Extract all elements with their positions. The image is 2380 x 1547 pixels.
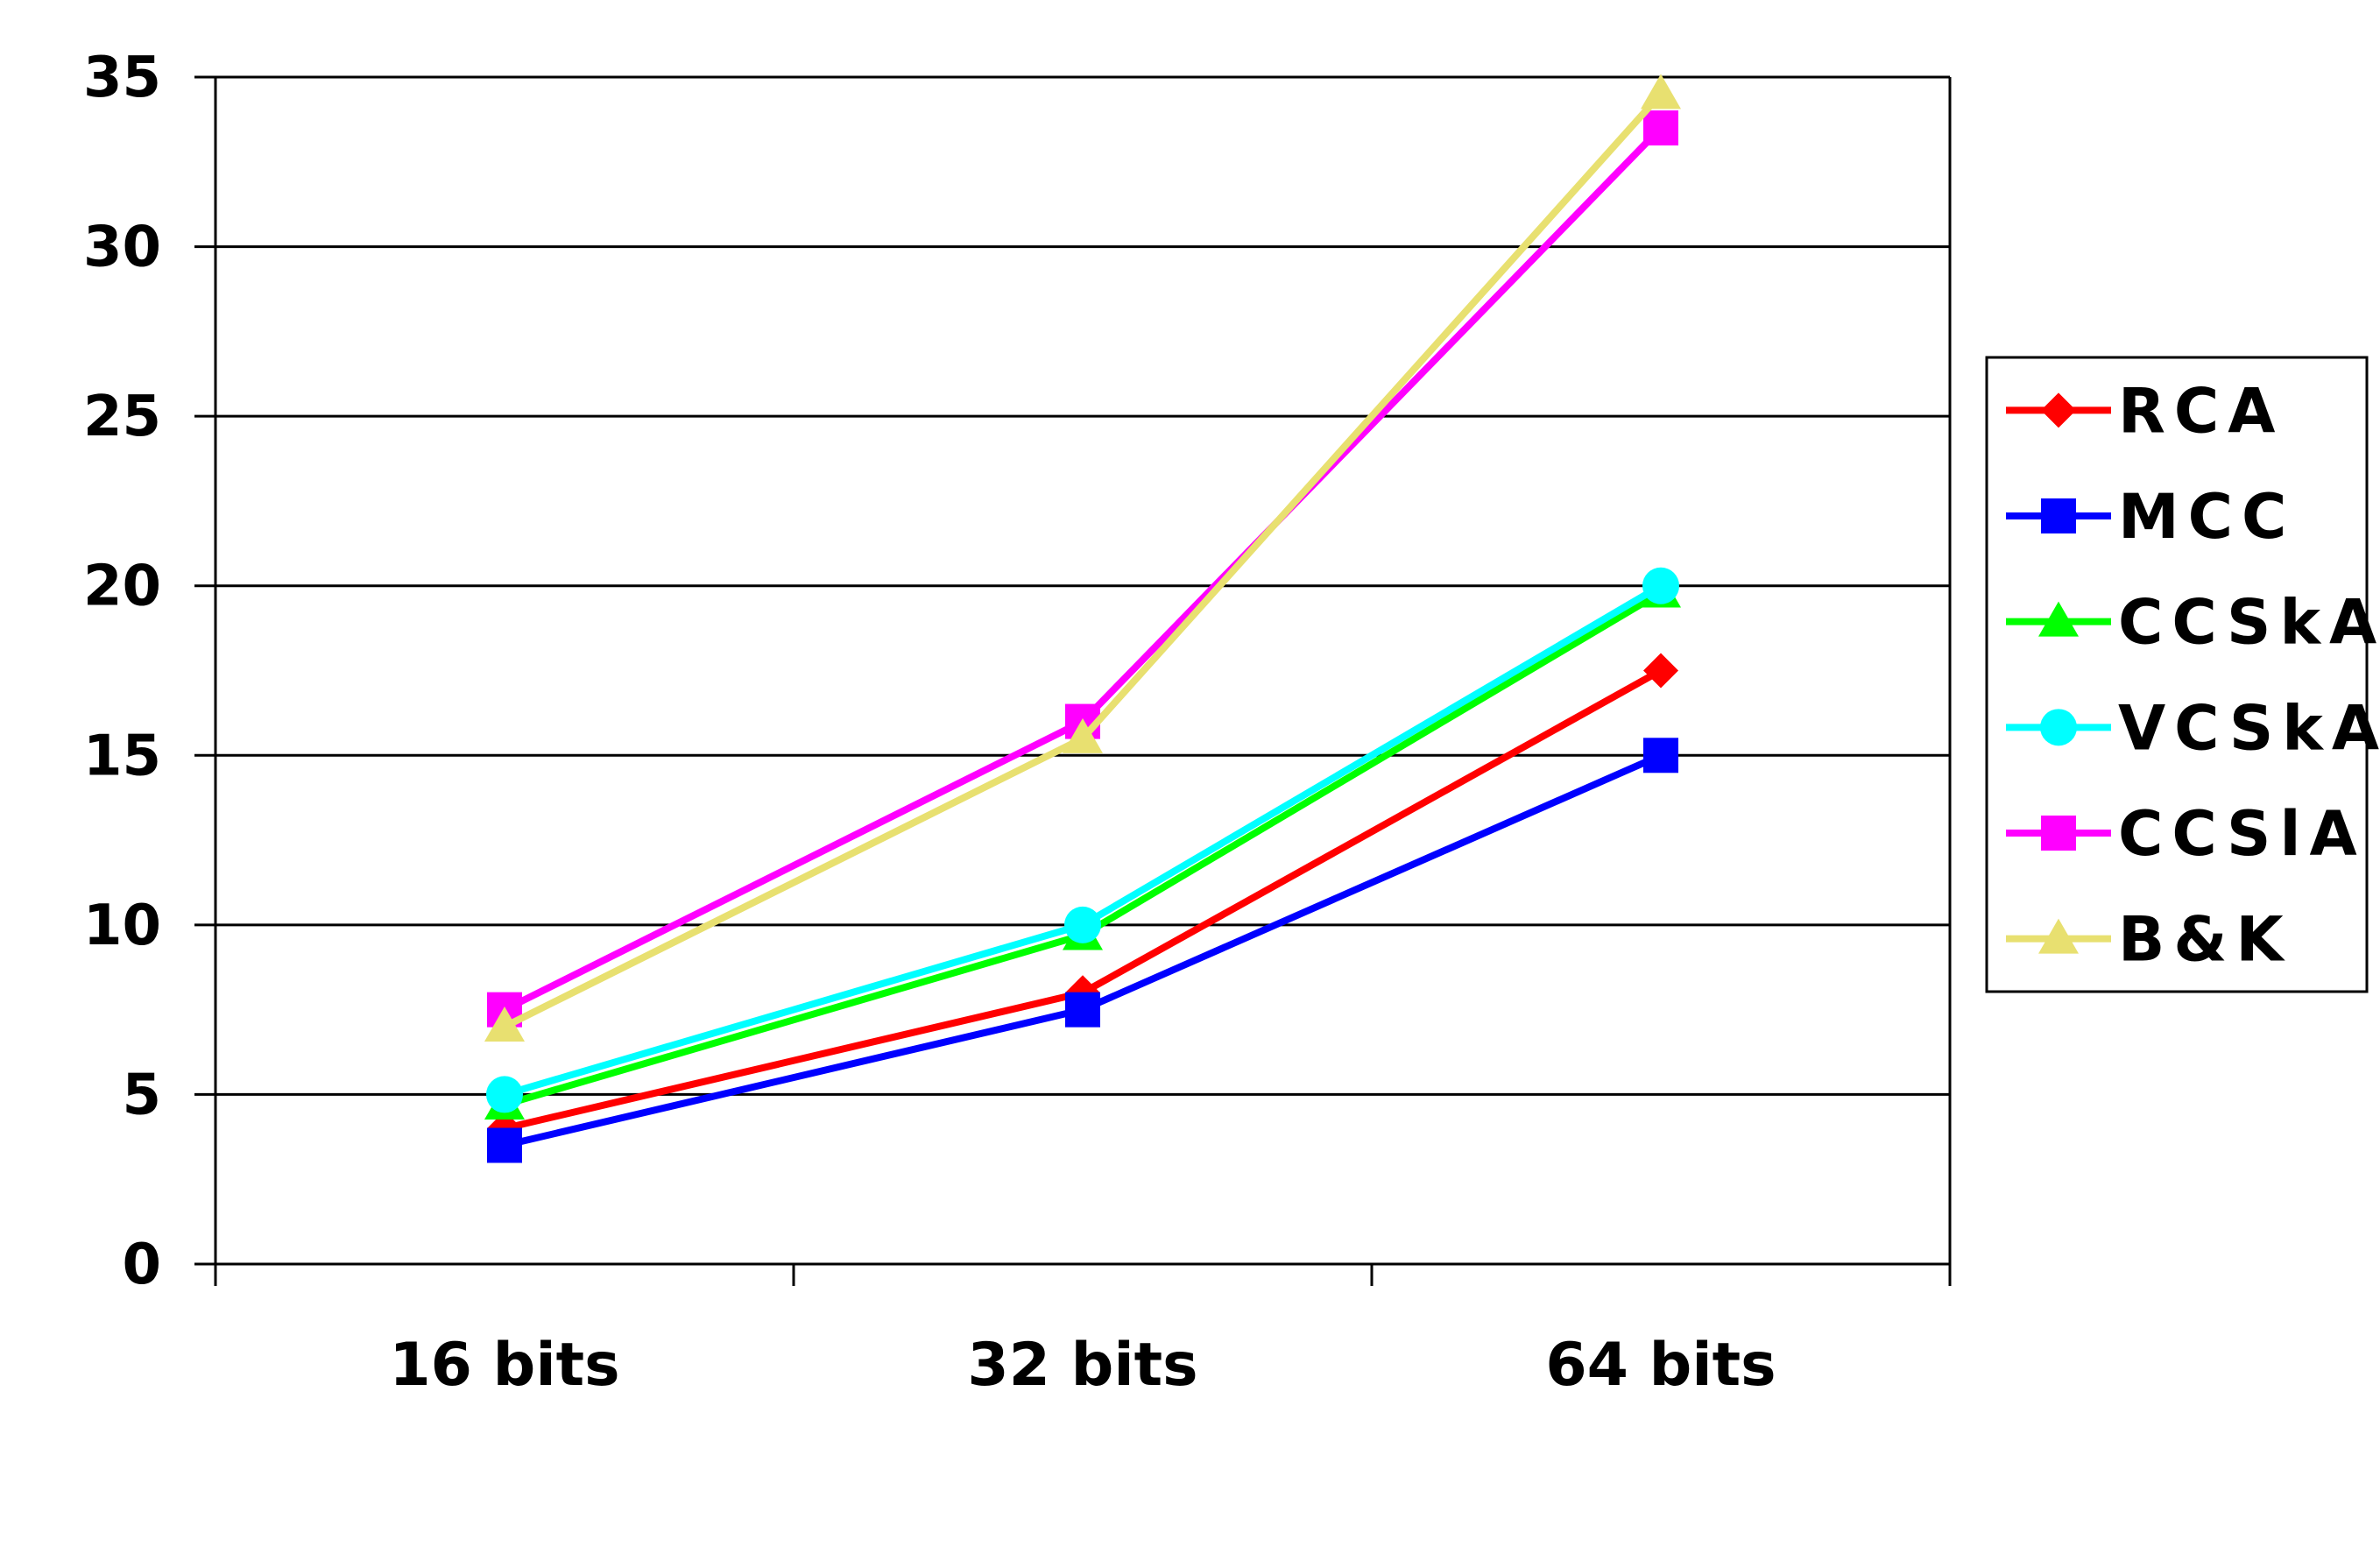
legend-label: B&K bbox=[2118, 904, 2292, 976]
legend-box bbox=[1985, 356, 2369, 993]
y-axis-ticks: 0 5 10 15 20 25 30 35 bbox=[83, 46, 215, 1297]
legend-marker bbox=[2038, 918, 2079, 954]
legend-label: CCSkA bbox=[2118, 587, 2380, 659]
legend: RCA MCC CCSkA VCSkA CCSlA B&K bbox=[1985, 356, 2380, 993]
data-point bbox=[1643, 653, 1678, 689]
series-vcska bbox=[486, 567, 1679, 1113]
legend-marker bbox=[2038, 601, 2079, 637]
series-mcc bbox=[487, 738, 1678, 1163]
legend-item: B&K bbox=[2006, 904, 2292, 976]
gridlines bbox=[215, 75, 1950, 1096]
y-tick-label: 25 bbox=[83, 385, 161, 449]
y-tick-label: 30 bbox=[83, 215, 161, 280]
legend-marker bbox=[2041, 498, 2076, 533]
data-point bbox=[484, 1007, 525, 1042]
legend-label: VCSkA bbox=[2118, 692, 2380, 764]
legend-label: CCSlA bbox=[2118, 798, 2366, 870]
data-point bbox=[1642, 567, 1679, 604]
data-point bbox=[1643, 110, 1678, 146]
legend-item: RCA bbox=[2006, 375, 2284, 447]
legend-label: RCA bbox=[2118, 375, 2284, 447]
series-bk bbox=[484, 74, 1681, 1042]
data-point bbox=[486, 1076, 523, 1113]
data-point bbox=[1065, 992, 1100, 1028]
legend-item: CCSkA bbox=[2006, 587, 2380, 659]
y-tick-label: 10 bbox=[83, 894, 161, 958]
series-line bbox=[503, 91, 1663, 1030]
legend-item: CCSlA bbox=[2006, 798, 2366, 870]
series-layer bbox=[484, 74, 1681, 1163]
legend-marker bbox=[2040, 709, 2077, 746]
data-point bbox=[1064, 906, 1101, 943]
data-point bbox=[1643, 738, 1678, 774]
data-point bbox=[1063, 717, 1103, 753]
y-tick-label: 5 bbox=[122, 1063, 161, 1127]
legend-marker bbox=[2041, 816, 2076, 851]
y-tick-label: 15 bbox=[83, 724, 161, 788]
data-point bbox=[1641, 74, 1681, 109]
axes bbox=[214, 77, 1952, 1286]
x-tick-label: 32 bits bbox=[967, 1331, 1197, 1400]
y-tick-label: 0 bbox=[122, 1233, 161, 1297]
legend-item: MCC bbox=[2006, 481, 2295, 553]
series-ccska bbox=[484, 572, 1681, 1120]
series-line bbox=[503, 590, 1663, 1108]
y-tick-label: 20 bbox=[83, 555, 161, 619]
series-line bbox=[503, 125, 1663, 1014]
data-point bbox=[487, 1127, 522, 1163]
legend-label: MCC bbox=[2118, 481, 2295, 553]
legend-marker bbox=[2041, 392, 2076, 428]
x-axis-ticks: 16 bits 32 bits 64 bits bbox=[389, 1264, 1776, 1400]
y-tick-label: 35 bbox=[83, 46, 161, 110]
legend-item: VCSkA bbox=[2006, 692, 2380, 764]
x-tick-label: 16 bits bbox=[389, 1331, 619, 1400]
x-tick-label: 64 bits bbox=[1545, 1331, 1776, 1400]
